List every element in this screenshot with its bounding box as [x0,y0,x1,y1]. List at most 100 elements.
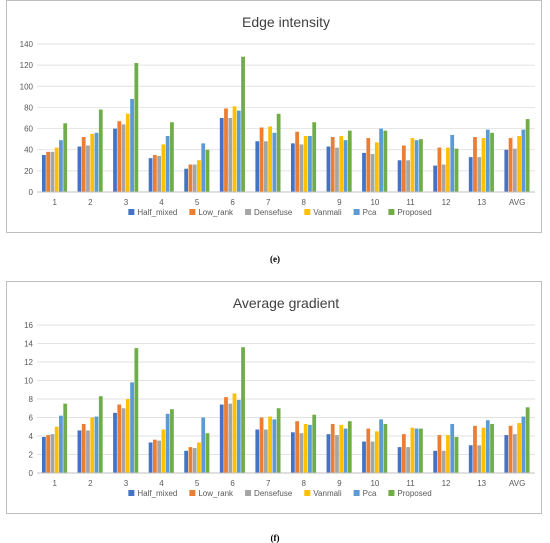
bar-vanmali-4 [161,144,166,192]
x-tick-label: 7 [266,479,271,488]
bar-densefuse-7 [263,141,268,192]
bar-vanmali-5 [197,442,201,473]
bar-vanmali-11 [410,427,415,473]
legend-label: Vanmali [313,208,342,217]
x-tick-label: 9 [337,198,342,207]
bar-vanmali-1 [54,147,59,192]
bar-vanmali-4 [161,429,166,473]
caption-f: (f) [270,533,280,543]
bar-low_rank-7 [259,127,264,192]
legend-swatch-half_mixed [128,490,135,496]
y-tick-label: 4 [29,432,34,441]
bar-densefuse-5 [192,164,197,192]
bar-pca-3 [130,98,134,192]
bar-vanmali-avg [517,135,521,192]
bar-proposed-2 [98,109,103,192]
x-tick-label: 3 [124,479,129,488]
bar-vanmali-9 [339,424,344,473]
y-tick-label: 40 [24,146,33,155]
bar-pca-10 [379,128,383,192]
bar-proposed-4 [170,122,174,192]
bar-pca-7 [272,132,277,192]
bar-low_rank-3 [117,121,122,192]
bar-pca-13 [485,420,490,473]
x-tick-label: 12 [442,479,451,488]
chart-title: Average gradient [233,295,339,311]
x-tick-label: 1 [53,198,58,207]
bar-densefuse-4 [157,156,161,192]
bar-proposed-3 [134,63,139,193]
bar-half_mixed-avg [504,149,509,192]
bar-densefuse-7 [263,429,268,473]
legend-label: Half_mixed [137,208,177,217]
bar-low_rank-11 [401,145,406,192]
bar-low_rank-8 [295,131,300,192]
x-tick-label: AVG [509,198,525,207]
bar-half_mixed-10 [362,152,366,192]
bar-proposed-13 [490,132,494,192]
y-tick-label: 0 [29,469,34,478]
bar-pca-10 [379,419,383,473]
bar-low_rank-5 [188,447,193,473]
y-tick-label: 80 [24,103,33,112]
bar-proposed-9 [347,130,352,192]
legend-swatch-pca [353,490,360,496]
bar-vanmali-8 [303,423,308,473]
bar-half_mixed-9 [326,434,331,473]
y-tick-label: 2 [29,451,34,460]
bar-proposed-8 [312,122,317,192]
bar-low_rank-12 [437,435,442,473]
bar-proposed-11 [419,139,423,192]
bar-half_mixed-13 [468,157,473,192]
bar-pca-2 [94,416,99,473]
bar-low_rank-4 [152,439,157,473]
bar-half_mixed-2 [77,430,82,473]
legend-label: Proposed [397,489,431,498]
bar-half_mixed-11 [397,160,402,192]
x-tick-label: 7 [266,198,271,207]
bar-low_rank-10 [366,138,371,192]
bar-half_mixed-6 [219,118,224,192]
bar-pca-5 [201,417,206,473]
x-tick-label: 5 [195,479,200,488]
bar-half_mixed-1 [41,436,46,473]
bar-densefuse-11 [406,160,410,192]
bar-low_rank-3 [117,404,122,473]
bar-densefuse-6 [228,118,233,192]
bar-low_rank-6 [224,397,228,473]
bar-half_mixed-8 [290,432,295,473]
bar-vanmali-10 [374,142,379,192]
x-tick-label: 5 [195,198,200,207]
caption-e: (e) [270,254,280,264]
bar-low_rank-7 [259,417,264,473]
bar-vanmali-9 [339,135,344,192]
x-tick-label: 11 [406,198,415,207]
bar-proposed-10 [383,423,388,473]
y-tick-label: 10 [24,377,33,386]
bar-proposed-7 [276,408,281,473]
bar-pca-avg [521,129,526,192]
bar-pca-9 [343,140,348,192]
bar-pca-3 [130,382,134,473]
bar-densefuse-5 [192,448,197,473]
bar-pca-4 [165,135,170,192]
x-tick-label: 13 [477,479,486,488]
bar-proposed-9 [347,421,352,473]
bar-vanmali-12 [446,435,450,473]
bar-densefuse-2 [86,145,90,192]
y-tick-label: 100 [20,82,34,91]
bar-half_mixed-7 [255,429,260,473]
x-tick-label: 11 [406,479,415,488]
chart-panel-average-gradient: Average gradient 0 2 4 6 8 10 12 14 16 1 2 3 4 5 6 7 8 9 10… [6,281,542,514]
legend-swatch-low_rank [189,490,196,496]
legend-label: Densefuse [254,208,293,217]
legend-swatch-vanmali [304,209,311,215]
x-tick-label: 10 [370,479,379,488]
bar-half_mixed-5 [184,168,189,192]
x-tick-label: 4 [159,198,164,207]
x-tick-label: 2 [88,198,93,207]
bar-densefuse-9 [335,147,339,192]
legend-label: Pca [363,208,377,217]
bar-half_mixed-5 [184,450,189,473]
